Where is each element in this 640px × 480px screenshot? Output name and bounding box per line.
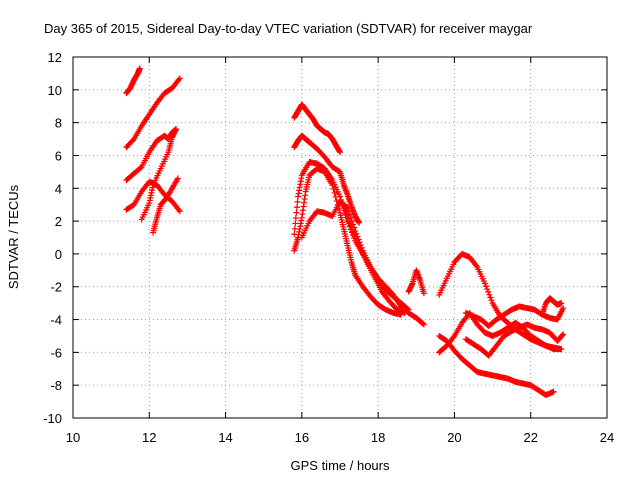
data-point [341,205,348,212]
data-point [342,208,349,215]
series-arc-16 [436,332,557,399]
x-tick-label: 18 [371,430,385,445]
x-tick-label: 12 [142,430,156,445]
series-arc-8 [291,132,363,226]
y-tick-label: -2 [50,280,62,295]
data-point [420,321,427,328]
y-tick-label: -6 [50,345,62,360]
data-points [123,65,567,399]
data-point [405,306,412,313]
y-tick-label: -4 [50,313,62,328]
data-point [404,305,411,312]
data-point [137,164,144,171]
data-point [346,219,353,226]
data-point [560,305,567,312]
x-tick-label: 14 [218,430,232,445]
data-point [356,219,363,226]
data-point [294,198,301,205]
x-tick-label: 24 [600,430,614,445]
plot-frame [72,56,608,419]
data-point [560,331,567,338]
series-arc-5 [138,126,179,223]
data-point [346,211,353,218]
series-arc-12 [340,201,408,316]
data-point [401,309,408,316]
series-arc-13 [405,267,427,297]
y-axis-label: SDTVAR / TECUs [6,184,21,289]
y-tick-label: 12 [48,50,62,65]
data-point [293,209,300,216]
data-point [419,320,426,327]
data-point [348,218,355,225]
series-arc-6 [150,175,181,236]
data-point [558,346,565,353]
data-point [550,388,557,395]
data-point [176,75,183,82]
series-arc-10 [291,165,405,318]
x-tick-label: 16 [295,430,309,445]
data-point [337,149,343,156]
data-point [172,126,179,133]
x-tick-label: 20 [447,430,461,445]
y-tick-label: 10 [48,83,62,98]
y-tick-label: 0 [55,247,62,262]
x-tick-label: 10 [66,430,80,445]
data-point [330,185,337,192]
data-point [558,300,565,307]
data-point [340,201,347,208]
series-arc-19 [539,295,565,318]
data-point [136,65,143,72]
series-arc-1 [123,65,143,97]
data-point [559,332,566,339]
data-point [347,214,354,221]
data-point [487,294,494,301]
data-point [344,212,351,219]
data-point [484,286,491,293]
series-arc-15 [436,309,565,356]
data-point [347,222,354,229]
x-axis-label: GPS time / hours [291,458,390,473]
data-point [331,189,338,196]
data-point [329,181,336,188]
data-point [292,215,299,222]
data-point [486,291,493,298]
y-tick-label: -10 [43,411,62,426]
data-point [292,220,299,227]
data-point [176,208,183,215]
chart-title: Day 365 of 2015, Sidereal Day-to-day VTE… [44,21,533,36]
y-tick-label: 6 [55,148,62,163]
data-point [345,215,352,222]
data-point [420,290,427,297]
data-point [485,288,492,295]
data-point [332,193,339,200]
series-arc-2 [123,75,183,151]
data-point [481,280,488,287]
data-point [488,297,495,304]
y-tick-label: -8 [50,378,62,393]
series-arc-7 [291,101,343,156]
data-point [483,283,490,290]
data-point [293,204,300,211]
y-tick-label: 2 [55,214,62,229]
y-tick-label: 8 [55,116,62,131]
data-point [174,175,181,182]
data-point [129,137,136,144]
x-tick-label: 22 [523,430,537,445]
y-tick-label: 4 [55,181,62,196]
data-point [352,227,359,234]
series-arc-18 [462,321,567,359]
